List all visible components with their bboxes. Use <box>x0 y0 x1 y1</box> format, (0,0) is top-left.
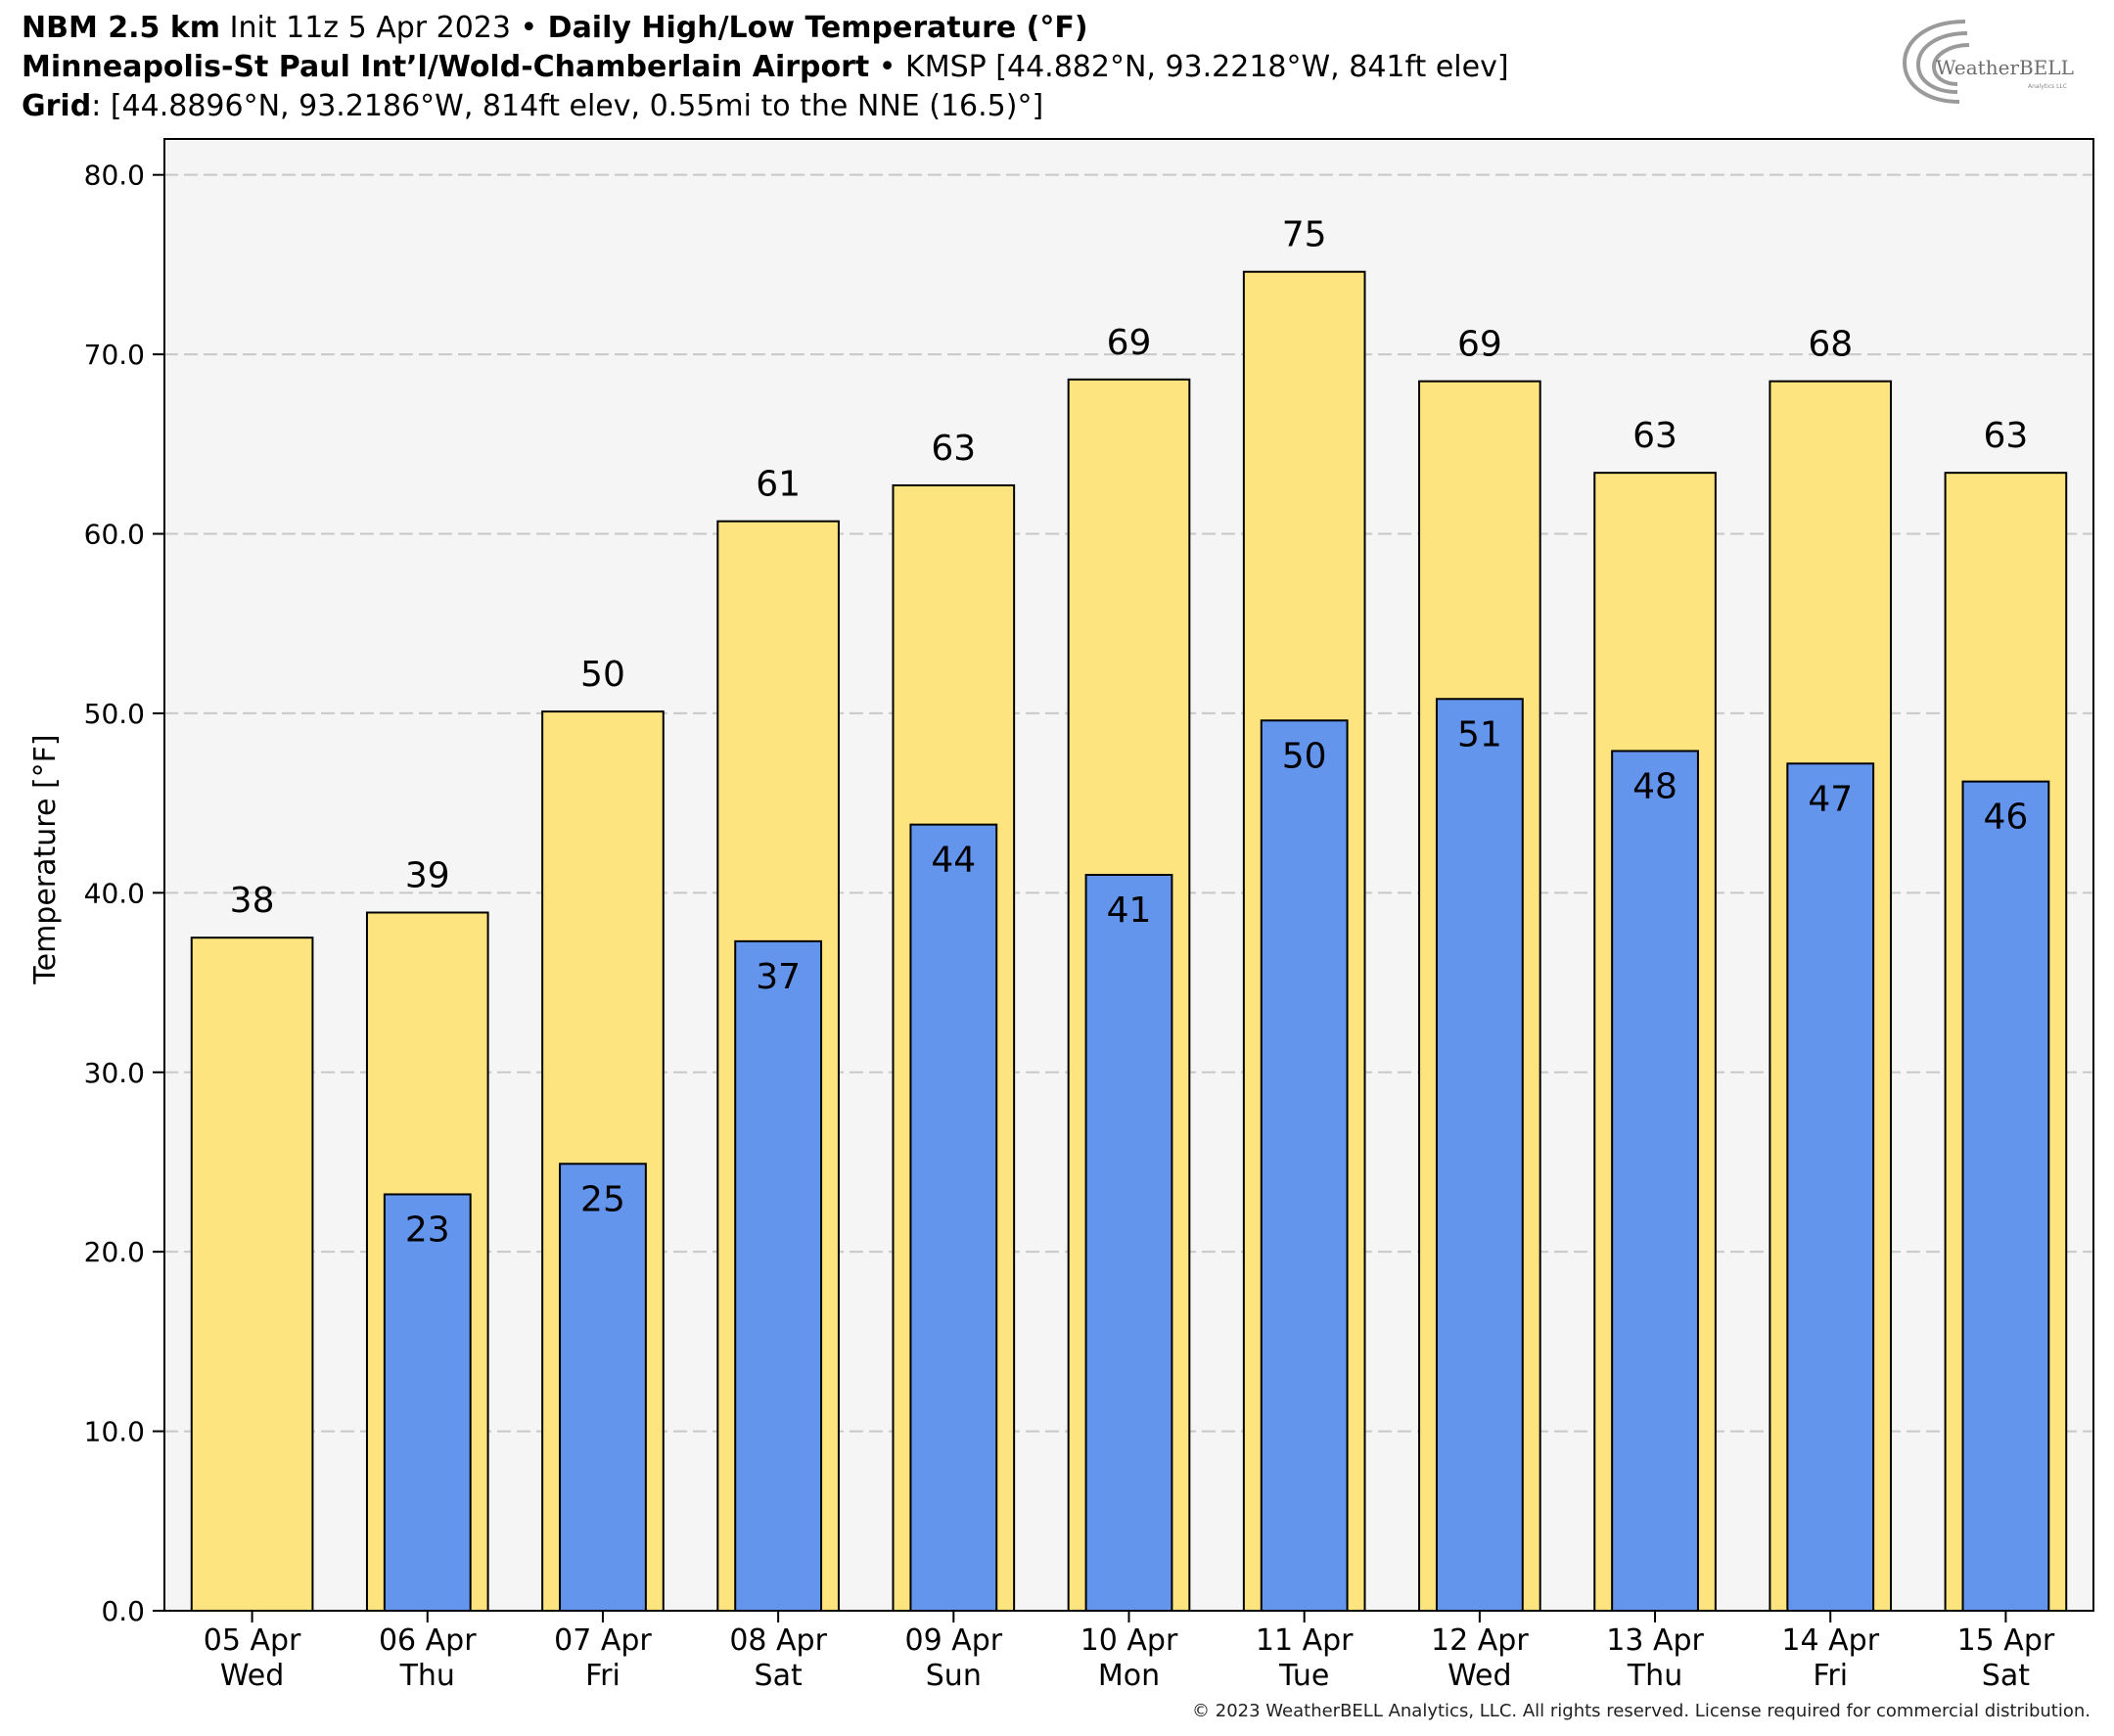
high-temp-label: 75 <box>1282 215 1327 255</box>
x-tick-label-date: 08 Apr <box>729 1623 827 1658</box>
header-line-3: Grid: [44.8896°N, 93.2186°W, 814ft elev,… <box>22 88 1043 125</box>
x-tick-label-day: Thu <box>399 1659 455 1693</box>
station-name: Minneapolis-St Paul Int’l/Wold-Chamberla… <box>22 50 870 84</box>
x-tick-label-day: Sun <box>926 1659 982 1693</box>
station-info: KMSP [44.882°N, 93.2218°W, 841ft elev] <box>905 50 1509 84</box>
logo-text: WeatherBELL <box>1936 56 2074 79</box>
y-tick-label: 80.0 <box>84 160 145 192</box>
product-title: Daily High/Low Temperature (°F) <box>537 11 1088 45</box>
low-temp-bar <box>1435 698 1524 1612</box>
high-temp-label: 50 <box>580 655 625 695</box>
low-temp-bar <box>1786 762 1875 1612</box>
y-tick-label: 0.0 <box>101 1595 145 1627</box>
x-tick-label-date: 13 Apr <box>1606 1623 1704 1658</box>
high-temp-label: 69 <box>1107 323 1152 363</box>
x-tick-label-day: Fri <box>1813 1659 1848 1693</box>
low-temp-bar <box>559 1163 647 1613</box>
x-tick-label-date: 10 Apr <box>1080 1623 1178 1658</box>
grid-label: Grid <box>22 89 92 123</box>
x-tick-label-date: 12 Apr <box>1431 1623 1529 1658</box>
low-temp-bar <box>1260 719 1349 1612</box>
low-temp-bar <box>734 939 823 1612</box>
low-temp-label: 51 <box>1457 714 1502 754</box>
high-temp-bar <box>190 937 314 1612</box>
copyright-footer: © 2023 WeatherBELL Analytics, LLC. All r… <box>1192 1701 2091 1721</box>
y-tick-label: 60.0 <box>84 519 145 551</box>
y-axis-label: Temperature [°F] <box>28 734 63 984</box>
x-tick-label-day: Tue <box>1278 1659 1329 1693</box>
y-tick-label: 40.0 <box>84 877 145 909</box>
x-tick-label-date: 05 Apr <box>204 1623 301 1658</box>
header-line-1: NBM 2.5 km Init 11z 5 Apr 2023 • Daily H… <box>22 10 1088 47</box>
low-temp-bar <box>1084 874 1173 1612</box>
low-temp-label: 37 <box>756 957 801 997</box>
x-tick-label-day: Mon <box>1098 1659 1160 1693</box>
low-temp-label: 46 <box>1984 798 2029 838</box>
header-line-2: Minneapolis-St Paul Int’l/Wold-Chamberla… <box>22 49 1509 86</box>
x-tick-label-day: Sat <box>1982 1659 2030 1693</box>
low-temp-bar <box>1961 780 2050 1612</box>
high-temp-label: 39 <box>405 856 450 896</box>
logo-subtext: Analytics LLC <box>2028 83 2067 90</box>
x-tick-label-date: 06 Apr <box>379 1623 477 1658</box>
x-tick-label-date: 15 Apr <box>1957 1623 2055 1658</box>
low-temp-label: 41 <box>1107 891 1152 931</box>
x-tick-label-day: Sat <box>755 1659 803 1693</box>
x-tick-label-day: Wed <box>1448 1659 1511 1693</box>
y-tick-label: 30.0 <box>84 1057 145 1089</box>
high-temp-label: 38 <box>230 881 275 921</box>
x-tick-label-date: 09 Apr <box>905 1623 1003 1658</box>
low-temp-label: 25 <box>580 1179 625 1219</box>
weatherbell-logo: WeatherBELL Analytics LLC <box>1902 20 2074 104</box>
x-tick-label-day: Thu <box>1627 1659 1682 1693</box>
high-temp-label: 69 <box>1457 325 1502 365</box>
low-temp-label: 50 <box>1282 736 1327 776</box>
low-temp-label: 48 <box>1632 766 1677 806</box>
high-temp-label: 61 <box>756 465 801 505</box>
high-temp-label: 63 <box>931 429 976 469</box>
bullet-separator: • <box>869 50 906 84</box>
y-axis: 0.0 10.0 20.0 30.0 40.0 50.0 60.0 70.0 80.0 <box>84 160 164 1627</box>
high-temp-label: 63 <box>1632 416 1677 456</box>
x-tick-label-day: Fri <box>585 1659 620 1693</box>
low-temp-label: 23 <box>405 1210 450 1250</box>
bullet-separator: • <box>520 11 538 45</box>
high-temp-label: 68 <box>1808 325 1853 365</box>
y-tick-label: 10.0 <box>84 1416 145 1448</box>
low-temp-label: 47 <box>1808 779 1853 819</box>
grid-info: : [44.8896°N, 93.2186°W, 814ft elev, 0.5… <box>91 89 1044 123</box>
low-temp-bar <box>383 1193 472 1612</box>
y-tick-label: 20.0 <box>84 1236 145 1268</box>
x-tick-label-date: 14 Apr <box>1781 1623 1879 1658</box>
low-temp-bar <box>909 823 998 1612</box>
bar-labels: 38 39 50 61 63 69 75 69 63 68 63 23 25 37 44 41 50 51 48 47… <box>230 215 2029 1251</box>
y-tick-label: 70.0 <box>84 339 145 371</box>
low-temp-bar <box>1611 750 1699 1612</box>
x-tick-label-date: 07 Apr <box>554 1623 652 1658</box>
high-temp-label: 63 <box>1984 416 2029 456</box>
model-name: NBM 2.5 km <box>22 11 221 45</box>
init-time: Init 11z 5 Apr 2023 <box>220 11 521 45</box>
low-temp-label: 44 <box>931 841 976 881</box>
x-tick-label-day: Wed <box>220 1659 284 1693</box>
y-tick-label: 50.0 <box>84 698 145 730</box>
x-tick-label-date: 11 Apr <box>1256 1623 1354 1658</box>
